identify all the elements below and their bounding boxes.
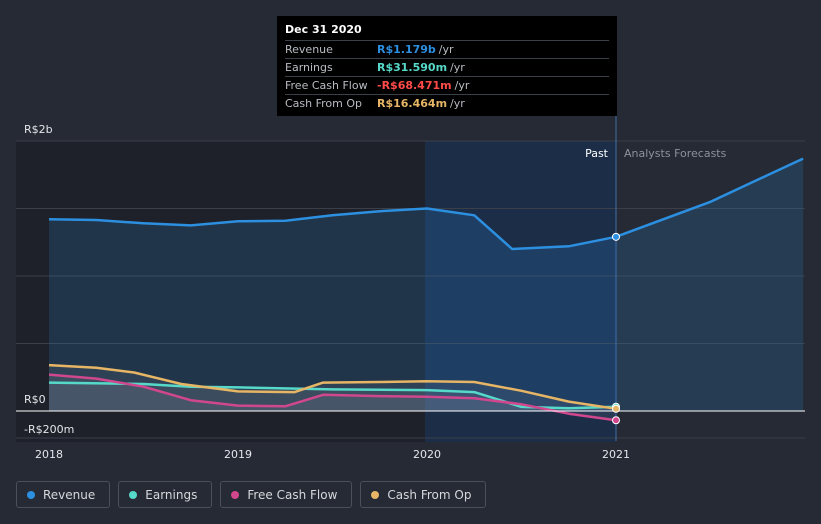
y-label-bottom: -R$200m: [24, 423, 74, 436]
tooltip-label: Cash From Op: [285, 97, 363, 110]
tooltip-label: Free Cash Flow: [285, 79, 368, 92]
tooltip-value: -R$68.471m: [377, 79, 452, 92]
legend-label: Cash From Op: [387, 487, 472, 502]
series-lines: [48, 157, 804, 422]
revenue-line: [48, 207, 617, 251]
series-markers: [612, 232, 620, 425]
legend-item-cash-from-op[interactable]: Cash From Op: [360, 481, 487, 508]
revenue-point: [612, 232, 620, 241]
tooltip-row-revenue: Revenue R$1.179b /yr: [285, 40, 609, 58]
free-cash-flow-line: [48, 373, 617, 422]
tooltip-row-earnings: Earnings R$31.590m /yr: [285, 58, 609, 76]
legend-dot-icon: [129, 490, 138, 499]
x-tick-label: 2019: [224, 448, 252, 461]
tooltip-value: R$31.590m: [377, 61, 448, 74]
legend-item-free-cash-flow[interactable]: Free Cash Flow: [220, 481, 353, 508]
tooltip-row-cash-from-op: Cash From Op R$16.464m /yr: [285, 94, 609, 112]
legend-item-revenue[interactable]: Revenue: [16, 481, 111, 508]
legend-label: Earnings: [145, 487, 198, 502]
earnings-area: [49, 382, 616, 411]
free-cash-flow-area: [49, 374, 616, 421]
legend-item-earnings[interactable]: Earnings: [118, 481, 213, 508]
tooltip-label: Earnings: [285, 61, 333, 74]
earnings-line: [48, 381, 617, 410]
x-tick-label: 2021: [602, 448, 630, 461]
past-shade: [16, 141, 425, 442]
tooltip-unit: /yr: [450, 61, 465, 74]
cash-from-op-point: [612, 404, 620, 413]
tooltip-date: Dec 31 2020: [285, 23, 362, 36]
revenue-forecast-line: [615, 157, 804, 238]
legend-dot-icon: [371, 490, 380, 499]
tooltip-label: Revenue: [285, 43, 333, 56]
free-cash-flow-point: [612, 416, 620, 425]
legend-label: Revenue: [43, 487, 96, 502]
chart: R$2b R$0 -R$200m Past Analysts Forecasts…: [16, 116, 805, 461]
y-label-zero: R$0: [24, 393, 46, 406]
tooltip-unit: /yr: [438, 43, 454, 56]
cash-from-op-line: [48, 363, 617, 411]
legend-label: Free Cash Flow: [247, 487, 338, 502]
y-label-top: R$2b: [24, 123, 53, 136]
legend: Revenue Earnings Free Cash Flow Cash Fro…: [16, 481, 487, 508]
tooltip-value: R$16.464m: [377, 97, 448, 110]
legend-dot-icon: [27, 490, 35, 499]
forecast-label: Analysts Forecasts: [624, 147, 727, 160]
tooltip: Dec 31 2020 Revenue R$1.179b /yr Earning…: [277, 16, 617, 116]
legend-dot-icon: [231, 490, 240, 499]
past-label: Past: [585, 147, 609, 160]
tooltip-value: R$1.179b: [377, 43, 436, 56]
x-tick-label: 2020: [413, 448, 441, 461]
tooltip-unit: /yr: [450, 97, 465, 110]
tooltip-row-free-cash-flow: Free Cash Flow -R$68.471m /yr: [285, 76, 609, 94]
grid-lines: [16, 140, 805, 439]
tooltip-unit: /yr: [454, 79, 470, 92]
x-tick-label: 2018: [35, 448, 63, 461]
